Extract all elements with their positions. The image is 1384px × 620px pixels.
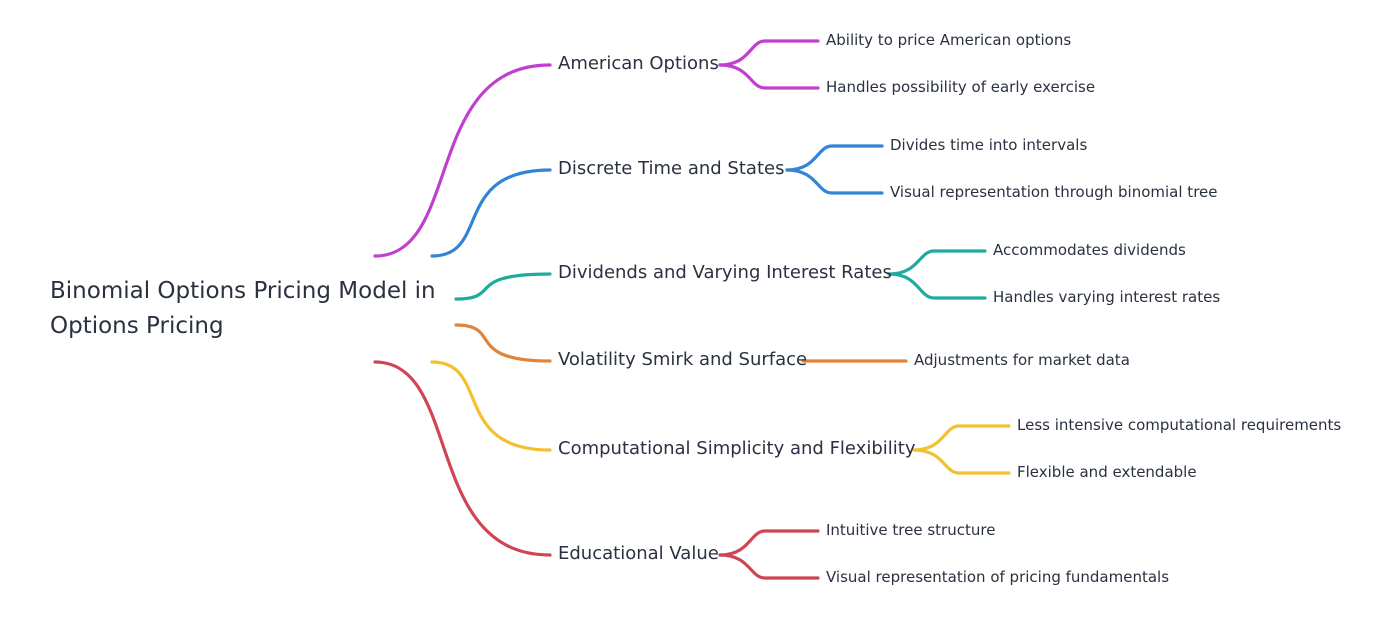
leaf-topic: Visual representation of pricing fundame… bbox=[826, 568, 1170, 586]
leaf-connector bbox=[887, 272, 987, 300]
leaf-connector bbox=[718, 63, 820, 90]
branch-connector bbox=[373, 63, 552, 258]
branch-connector bbox=[430, 360, 552, 452]
branch-connector bbox=[373, 360, 552, 557]
leaf-topic: Accommodates dividends bbox=[993, 241, 1186, 259]
leaf-topic: Divides time into intervals bbox=[890, 136, 1088, 154]
root-topic: Binomial Options Pricing Model in Option… bbox=[50, 278, 436, 339]
leaf-connector bbox=[887, 249, 987, 276]
leaf-connector bbox=[718, 529, 820, 557]
leaf-connector bbox=[912, 448, 1011, 475]
branch-topic: Volatility Smirk and Surface bbox=[558, 349, 808, 370]
leaf-connector bbox=[785, 144, 884, 172]
leaf-topic: Less intensive computational requirement… bbox=[1017, 416, 1342, 434]
leaf-topic: Handles possibility of early exercise bbox=[826, 78, 1096, 96]
branch-topic: Computational Simplicity and Flexibility bbox=[558, 438, 916, 459]
leaf-connector bbox=[718, 39, 820, 67]
branch-connector bbox=[430, 168, 552, 258]
leaf-connector bbox=[785, 168, 884, 195]
branch-topic: Educational Value bbox=[558, 543, 719, 564]
leaf-topic: Ability to price American options bbox=[826, 31, 1072, 49]
branch-connector bbox=[454, 323, 552, 363]
leaf-topic: Flexible and extendable bbox=[1017, 463, 1197, 481]
leaf-topic: Visual representation through binomial t… bbox=[890, 183, 1218, 201]
leaf-connector bbox=[912, 424, 1011, 452]
leaf-connector bbox=[718, 553, 820, 580]
branch-topic: Dividends and Varying Interest Rates bbox=[558, 262, 892, 283]
leaf-topic: Intuitive tree structure bbox=[826, 521, 996, 539]
branch-topic: American Options bbox=[558, 53, 719, 74]
branch-topic: Discrete Time and States bbox=[558, 158, 785, 179]
branch-connector bbox=[454, 272, 552, 301]
leaf-topic: Adjustments for market data bbox=[914, 351, 1130, 369]
leaf-topic: Handles varying interest rates bbox=[993, 288, 1221, 306]
